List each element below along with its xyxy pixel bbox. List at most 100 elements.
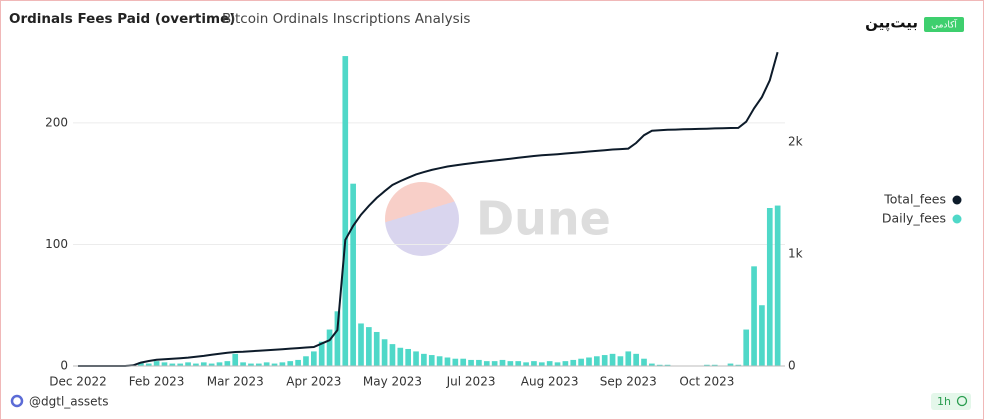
bar [625,351,632,366]
x-tick-label: Mar 2023 [207,375,264,389]
bar [444,357,451,366]
bar [507,361,514,366]
bar [436,356,443,366]
bar [358,323,364,366]
bar [295,359,301,366]
bar [373,331,380,366]
bar [224,361,231,366]
bar [318,341,325,366]
bar [523,362,529,366]
x-tick-label: Aug 2023 [521,375,579,389]
refresh-icon [956,395,968,407]
bar [649,363,655,366]
bar [538,362,545,366]
y2-tick-label: 2k [788,134,803,148]
bar [609,353,616,366]
bar [389,344,396,366]
chart-title: Ordinals Fees Paid (overtime) [9,11,235,27]
bar [208,363,215,366]
brand-badge-bg [924,17,964,32]
bar [271,363,278,366]
bar [664,364,671,366]
bar [735,364,742,366]
bar [766,208,773,366]
chart-subtitle: Bitcoin Ordinals Inscriptions Analysis [222,11,470,27]
x-tick-label: Oct 2023 [679,375,734,389]
y2-tick-label: 1k [788,246,803,260]
bar [594,356,600,366]
bar [193,363,199,366]
bar [303,356,309,366]
bar [240,362,246,366]
bar [452,358,459,366]
x-tick-label: Dec 2022 [49,375,107,389]
x-tick-label: Jul 2023 [446,375,496,389]
bar [334,311,341,366]
bar [185,362,191,366]
bar [562,361,569,366]
bar [531,361,537,366]
bar [704,364,710,366]
bar [287,361,294,366]
bar [743,329,750,366]
refresh[interactable]: 1h [937,395,951,408]
bar [751,266,757,366]
watermark-logo [385,182,459,256]
brand-badge: آکادمی [931,19,957,31]
watermark: Dune [476,192,611,246]
x-tick-label: Apr 2023 [286,375,341,389]
bar [255,363,262,366]
legend-label: Total_fees [883,192,946,207]
bar [263,362,270,366]
bar [633,353,639,366]
bar [483,361,490,366]
legend-marker[interactable] [952,214,962,224]
x-tick-label: Feb 2023 [129,375,185,389]
brand: بیت‌پین [865,14,918,33]
y-tick-label: 0 [60,359,68,373]
y2-tick-label: 0 [788,359,796,373]
bar [428,355,435,366]
author-icon [10,394,24,408]
bar [177,363,184,366]
author[interactable]: @dgtl_assets [29,395,108,409]
bar [169,363,176,366]
bar [248,363,254,366]
y-tick-label: 100 [45,237,68,251]
bar [232,353,239,366]
bar [554,362,561,366]
bar [711,364,718,366]
bar [656,364,663,366]
bar [381,339,388,366]
bar [476,359,482,366]
bar [460,358,467,366]
bar [138,362,144,366]
bar [421,353,427,366]
bar [601,355,608,366]
bar [311,351,317,366]
bar [468,359,474,366]
bar [413,351,419,366]
bar [499,359,506,366]
y-tick-label: 200 [45,115,68,129]
bar [617,356,624,366]
bar [326,329,333,366]
bar [546,361,553,366]
x-tick-label: May 2023 [363,375,422,389]
line [78,51,779,367]
bar [161,362,168,366]
bar [578,358,584,366]
bar [727,363,734,366]
bar [153,361,160,366]
bar [641,358,647,366]
bar [216,362,223,366]
legend-marker[interactable] [952,195,962,205]
x-tick-label: Sep 2023 [600,375,657,389]
bar [570,359,577,366]
bar [405,348,411,366]
bar [759,305,765,366]
bar [491,361,498,366]
bar [279,362,286,366]
